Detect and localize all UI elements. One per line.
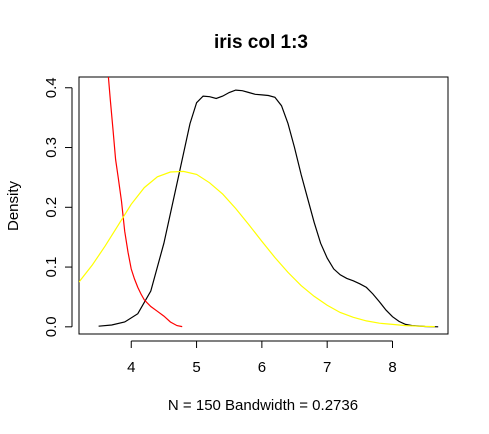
y-tick-label: 0.1 <box>43 257 60 278</box>
density-curve-red <box>107 77 183 328</box>
y-axis: 0.0 0.1 0.2 0.3 0.4 <box>43 77 73 337</box>
chart-title: iris col 1:3 <box>214 32 308 53</box>
x-tick-label: 7 <box>323 359 331 376</box>
x-axis: 4 5 6 7 8 <box>127 340 397 376</box>
y-tick-label: 0.4 <box>43 77 60 98</box>
y-axis-label: Density <box>5 180 22 231</box>
x-axis-label: N = 150 Bandwidth = 0.2736 <box>168 397 358 414</box>
x-tick-label: 6 <box>258 359 266 376</box>
x-tick-label: 8 <box>388 359 396 376</box>
x-tick-label: 4 <box>127 359 135 376</box>
y-tick-label: 0.3 <box>43 137 60 158</box>
x-tick-label: 5 <box>192 359 200 376</box>
plot-frame <box>78 76 449 335</box>
density-curve-black <box>98 89 439 328</box>
density-curve-yellow <box>79 170 435 328</box>
density-curves <box>79 77 439 328</box>
y-tick-label: 0.0 <box>43 316 60 337</box>
y-tick-label: 0.2 <box>43 197 60 218</box>
